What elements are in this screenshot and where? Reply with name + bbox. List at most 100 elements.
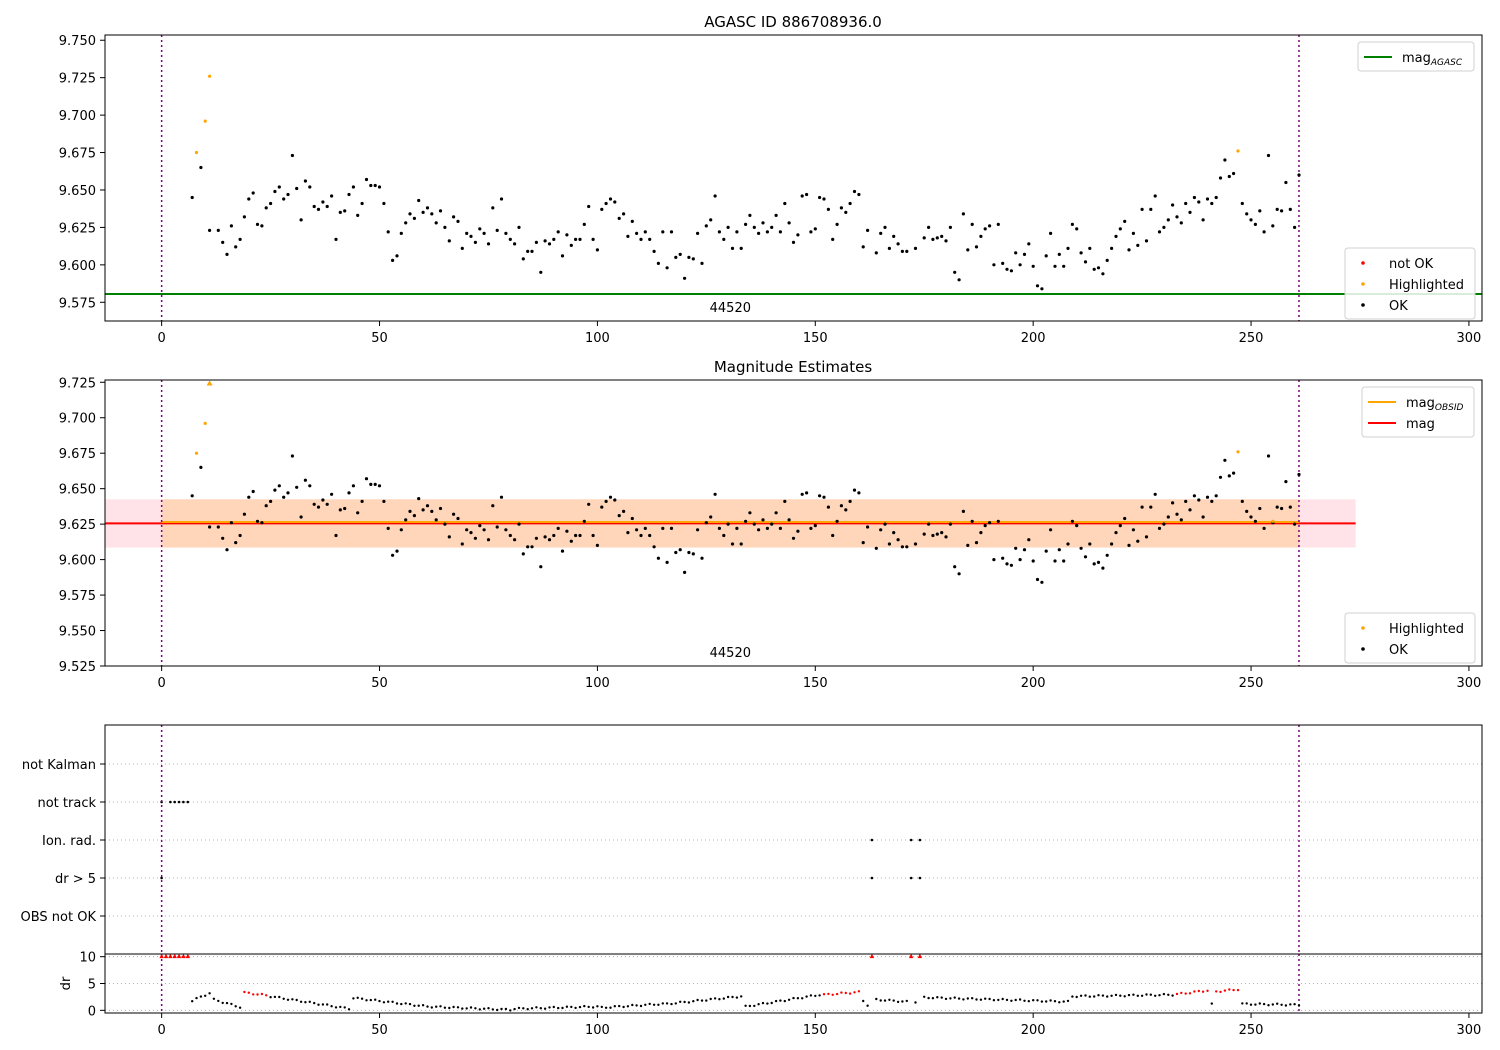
ok-point: [800, 492, 804, 496]
dr-point: [282, 997, 285, 1000]
ok-point: [404, 221, 408, 225]
y-tick-label: 9.575: [59, 589, 96, 604]
ok-point: [1153, 492, 1157, 496]
dr-point: [273, 995, 277, 999]
dr-point: [1058, 1001, 1061, 1004]
ok-point: [892, 234, 896, 238]
dr-point: [500, 1007, 503, 1011]
ok-point: [905, 249, 909, 253]
dr-point: [914, 1001, 917, 1004]
ok-point: [818, 494, 822, 498]
ok-point: [251, 191, 255, 195]
ok-point: [587, 204, 591, 209]
dr-point: [835, 992, 839, 996]
ok-point: [282, 197, 286, 201]
y-tick-label: 9.650: [59, 184, 96, 199]
y-tick-label: 9.750: [59, 34, 96, 49]
y-tick-label: 9.625: [59, 221, 96, 236]
ok-point: [595, 543, 600, 548]
ok-point: [316, 207, 321, 211]
dr-clipped-marker: [163, 953, 169, 959]
ok-point: [412, 514, 416, 518]
dr-point: [212, 997, 216, 1000]
dr-point: [805, 995, 808, 998]
dr-point: [661, 1002, 664, 1005]
dr-point: [875, 997, 878, 1001]
ok-point: [417, 198, 421, 203]
dr-point: [482, 1007, 486, 1010]
ok-point: [774, 511, 778, 515]
ok-point: [1096, 266, 1101, 270]
axes-frame: [104, 953, 1483, 1014]
y-tick-label: 9.600: [59, 554, 96, 569]
ok-point: [1245, 509, 1249, 513]
ok-point: [290, 454, 294, 458]
ok-point: [822, 495, 826, 499]
ok-point: [273, 189, 277, 194]
dr-point: [761, 1001, 765, 1005]
ok-point: [247, 197, 251, 201]
dr-point: [265, 994, 268, 997]
flag-point: [909, 876, 913, 880]
flag-category-label: OBS not OK: [21, 910, 97, 925]
ok-point: [1131, 528, 1135, 532]
ok-point: [1166, 218, 1170, 222]
legend-bottom: [1344, 612, 1476, 664]
ok-point: [526, 545, 530, 549]
ok-point: [643, 230, 647, 234]
ok-point: [691, 552, 695, 556]
ok-point: [1218, 475, 1223, 479]
dr-point: [260, 992, 264, 996]
ok-point: [1053, 559, 1057, 563]
dr-point: [879, 999, 882, 1002]
ok-point: [316, 505, 321, 509]
ok-point: [913, 246, 918, 250]
dr-point: [735, 996, 739, 999]
dr-point: [243, 990, 246, 994]
ok-point: [883, 225, 887, 229]
ok-point: [1293, 225, 1297, 229]
dr-point: [469, 1006, 473, 1009]
ok-point: [556, 230, 560, 234]
ok-point: [879, 528, 883, 532]
dr-point: [975, 998, 978, 1001]
ok-point: [874, 251, 878, 255]
ok-point: [735, 526, 739, 531]
ok-point: [595, 248, 600, 252]
flag-point: [186, 800, 190, 804]
ok-point: [953, 565, 957, 569]
dr-point: [360, 997, 364, 1000]
ok-point: [953, 270, 957, 274]
ok-point: [635, 231, 639, 235]
ok-point: [791, 536, 796, 540]
y-tick-label: 9.725: [59, 376, 96, 391]
dr-point: [565, 1005, 569, 1008]
dr-tick-label: 0: [88, 1004, 96, 1019]
ok-point: [617, 216, 621, 220]
ok-point: [430, 212, 434, 216]
dr-point: [622, 1005, 625, 1009]
ok-point: [408, 509, 412, 513]
dr-point: [1197, 989, 1201, 993]
ok-point: [1144, 239, 1149, 243]
ok-point: [216, 525, 220, 529]
dr-point: [461, 1007, 464, 1010]
dr-point: [753, 1004, 756, 1008]
ok-point: [613, 498, 617, 502]
dr-point: [504, 1007, 508, 1011]
ok-point: [391, 553, 395, 557]
ok-point: [1297, 173, 1301, 177]
ok-point: [656, 261, 661, 265]
ok-point: [661, 526, 665, 531]
dr-point: [230, 1002, 233, 1006]
x-tick-label: 150: [803, 331, 828, 346]
x-tick-label: 100: [585, 1023, 610, 1038]
ok-point: [560, 254, 565, 258]
ok-point: [739, 246, 743, 250]
dr-point: [395, 1002, 399, 1005]
ok-point: [604, 499, 608, 503]
dr-clipped-marker: [159, 953, 164, 959]
ok-point: [1284, 180, 1288, 185]
legend-dot-swatch: [1361, 261, 1365, 265]
ok-point: [900, 249, 905, 253]
